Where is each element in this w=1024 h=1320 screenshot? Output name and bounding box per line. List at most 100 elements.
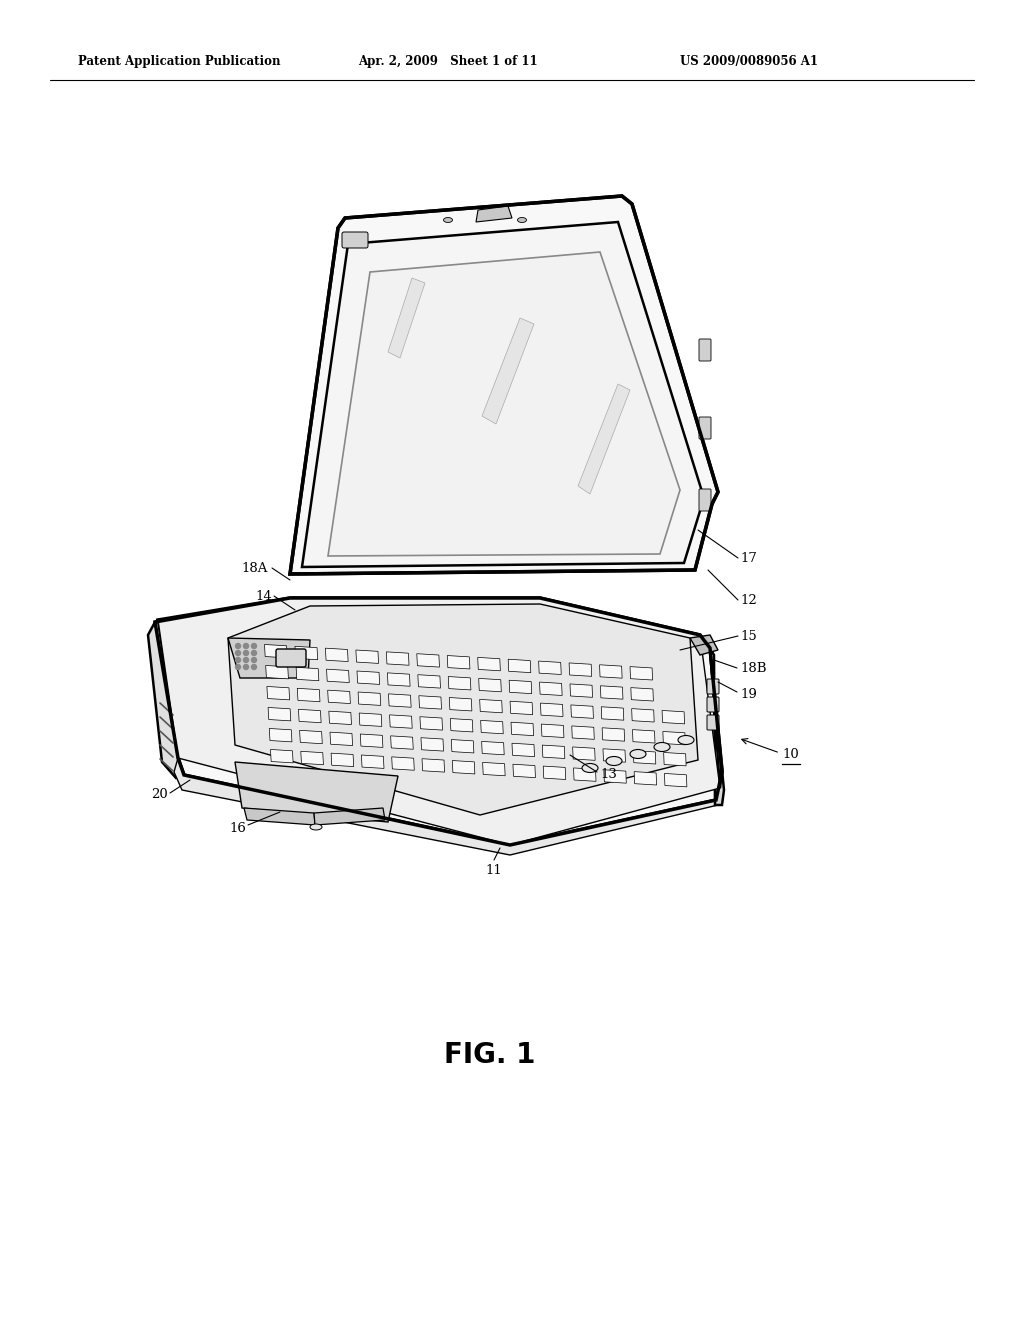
Polygon shape	[268, 708, 291, 721]
Polygon shape	[600, 686, 623, 700]
Circle shape	[252, 651, 256, 656]
Polygon shape	[392, 756, 415, 771]
Polygon shape	[663, 731, 685, 744]
Polygon shape	[603, 748, 626, 762]
Polygon shape	[631, 688, 653, 701]
Polygon shape	[539, 661, 561, 675]
Polygon shape	[359, 713, 382, 726]
FancyBboxPatch shape	[699, 339, 711, 360]
Polygon shape	[328, 252, 680, 556]
Polygon shape	[421, 738, 443, 751]
Polygon shape	[244, 808, 315, 825]
Polygon shape	[510, 701, 532, 714]
Polygon shape	[390, 735, 414, 750]
Text: 13: 13	[600, 768, 616, 781]
Polygon shape	[358, 692, 381, 705]
Polygon shape	[265, 665, 289, 678]
Polygon shape	[449, 677, 471, 690]
Circle shape	[252, 664, 256, 669]
Polygon shape	[481, 742, 504, 755]
Polygon shape	[453, 760, 475, 774]
Text: 18A: 18A	[242, 561, 268, 574]
Polygon shape	[541, 704, 563, 717]
Polygon shape	[478, 657, 501, 671]
Polygon shape	[509, 680, 531, 693]
Polygon shape	[269, 729, 292, 742]
FancyBboxPatch shape	[707, 697, 719, 711]
Polygon shape	[228, 605, 698, 814]
Polygon shape	[328, 690, 350, 704]
Ellipse shape	[310, 824, 322, 830]
Circle shape	[236, 664, 241, 669]
Text: Patent Application Publication: Patent Application Publication	[78, 55, 281, 69]
Text: US 2009/0089056 A1: US 2009/0089056 A1	[680, 55, 818, 69]
Text: 14: 14	[255, 590, 272, 602]
Polygon shape	[417, 653, 439, 667]
Polygon shape	[420, 717, 442, 730]
Polygon shape	[476, 206, 512, 222]
Circle shape	[244, 657, 249, 663]
Polygon shape	[482, 318, 534, 424]
FancyBboxPatch shape	[707, 715, 719, 730]
Polygon shape	[298, 709, 322, 723]
Polygon shape	[508, 659, 530, 673]
Polygon shape	[633, 730, 655, 743]
Polygon shape	[357, 671, 380, 684]
Polygon shape	[267, 686, 290, 700]
Text: 12: 12	[740, 594, 757, 606]
Polygon shape	[573, 768, 596, 781]
Polygon shape	[569, 663, 592, 676]
Polygon shape	[158, 598, 722, 845]
Polygon shape	[663, 710, 685, 723]
Polygon shape	[542, 725, 564, 738]
Polygon shape	[356, 649, 379, 664]
Ellipse shape	[582, 763, 598, 772]
Polygon shape	[543, 744, 565, 759]
Text: 18B: 18B	[740, 661, 767, 675]
Circle shape	[244, 651, 249, 656]
Text: 19: 19	[740, 689, 757, 701]
Polygon shape	[450, 697, 472, 711]
FancyBboxPatch shape	[699, 417, 711, 440]
Polygon shape	[710, 648, 724, 805]
Text: FIG. 1: FIG. 1	[444, 1041, 536, 1069]
Polygon shape	[602, 727, 625, 741]
Polygon shape	[329, 711, 351, 725]
Polygon shape	[388, 694, 411, 708]
Polygon shape	[361, 755, 384, 768]
Polygon shape	[418, 675, 440, 688]
Polygon shape	[389, 715, 413, 729]
Polygon shape	[174, 758, 720, 855]
Polygon shape	[540, 682, 562, 696]
Circle shape	[236, 657, 241, 663]
FancyBboxPatch shape	[342, 232, 368, 248]
Circle shape	[244, 644, 249, 648]
Circle shape	[236, 651, 241, 656]
FancyBboxPatch shape	[707, 678, 719, 694]
Polygon shape	[360, 734, 383, 747]
Polygon shape	[633, 751, 655, 764]
Polygon shape	[690, 635, 718, 655]
Polygon shape	[297, 688, 319, 702]
Text: 17: 17	[740, 552, 757, 565]
Polygon shape	[570, 684, 593, 697]
Polygon shape	[330, 733, 352, 746]
Polygon shape	[148, 620, 184, 777]
Polygon shape	[664, 752, 686, 766]
Polygon shape	[387, 673, 410, 686]
Polygon shape	[447, 656, 470, 669]
Text: 16: 16	[229, 821, 246, 834]
Polygon shape	[302, 222, 705, 568]
Text: 20: 20	[152, 788, 168, 801]
Ellipse shape	[517, 218, 526, 223]
Polygon shape	[228, 638, 310, 678]
Circle shape	[244, 664, 249, 669]
Polygon shape	[331, 754, 353, 767]
Polygon shape	[234, 762, 398, 822]
Polygon shape	[600, 665, 623, 678]
Text: 15: 15	[740, 630, 757, 643]
Circle shape	[252, 657, 256, 663]
Polygon shape	[604, 770, 627, 783]
Text: 10: 10	[782, 748, 799, 762]
Polygon shape	[451, 718, 473, 731]
